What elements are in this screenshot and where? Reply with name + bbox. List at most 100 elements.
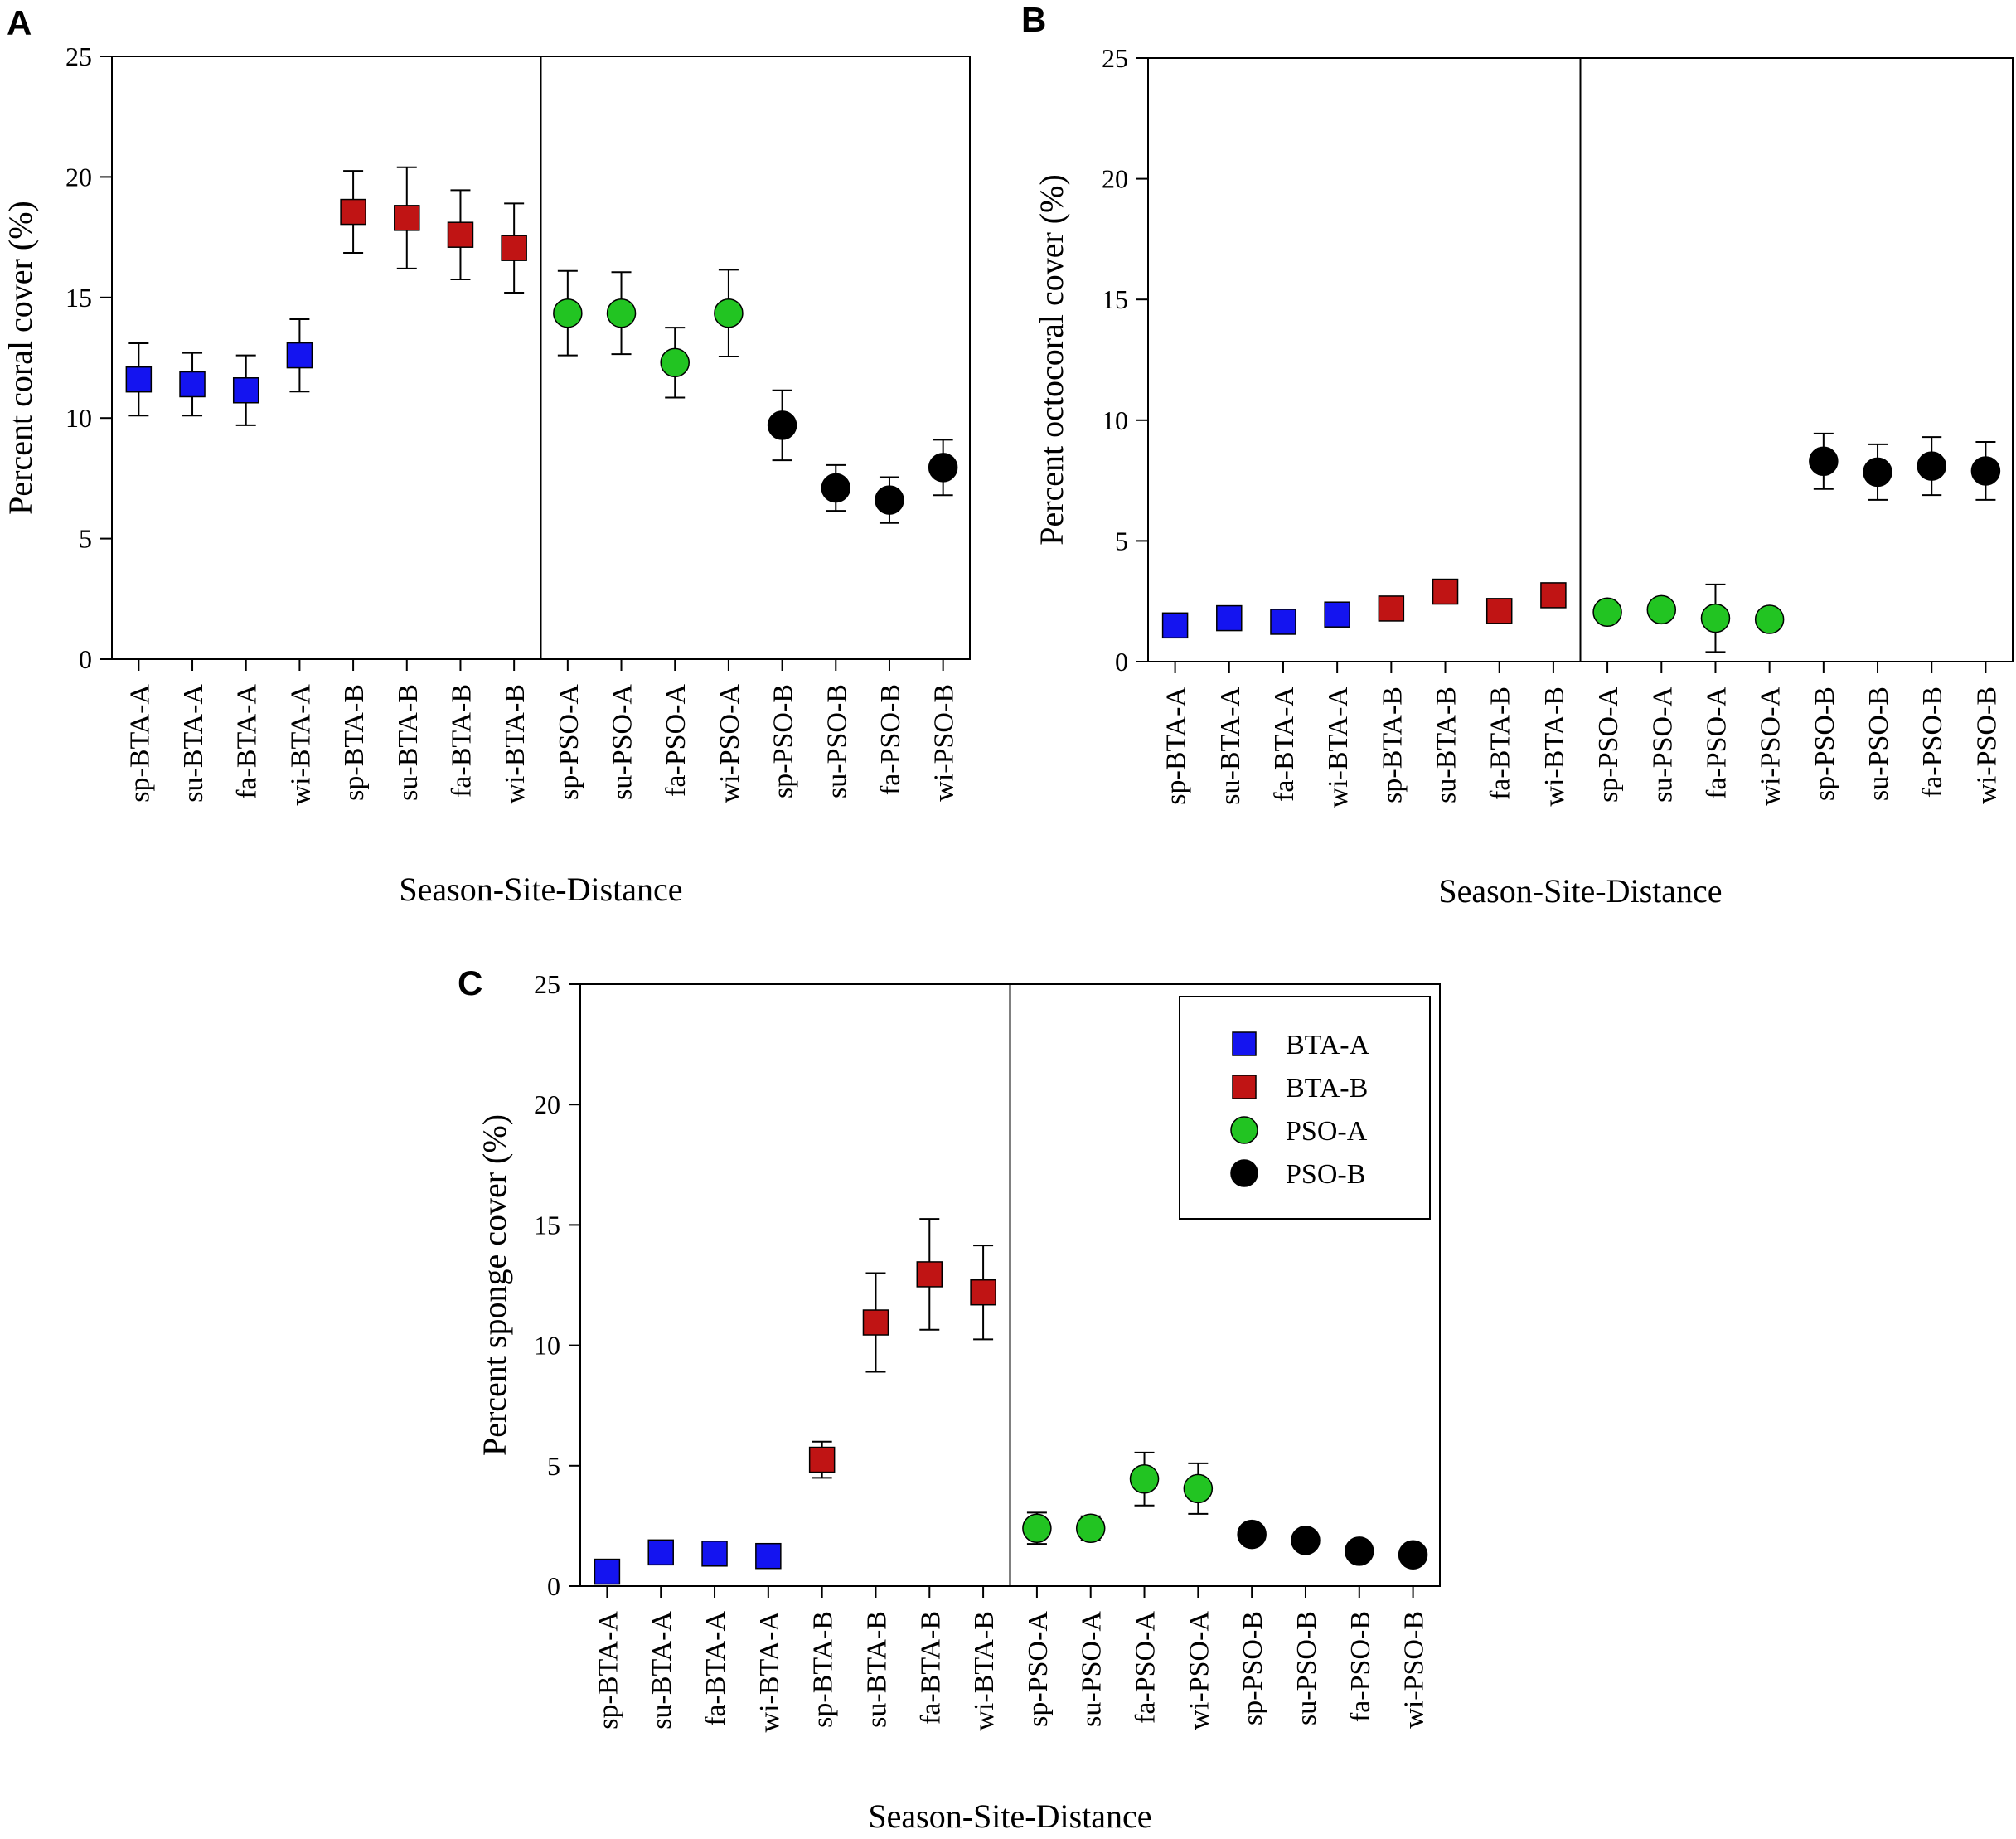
x-tick-label: wi-BTA-B: [1539, 687, 1570, 807]
x-tick-label: sp-PSO-A: [1593, 687, 1624, 803]
x-tick-label: fa-BTA-A: [1269, 687, 1300, 802]
data-point-fa-bta-a: [1270, 609, 1296, 635]
data-point-fa-bta-b: [916, 1261, 943, 1288]
x-tick-label: wi-PSO-A: [1184, 1611, 1214, 1730]
data-point-su-pso-a: [606, 298, 637, 328]
x-axis-title: Season-Site-Distance: [399, 871, 682, 908]
data-point-fa-pso-a: [1129, 1464, 1160, 1494]
data-point-su-pso-b: [1863, 457, 1892, 488]
data-point-fa-bta-b: [447, 221, 474, 248]
x-tick-label: wi-BTA-A: [754, 1611, 785, 1733]
x-tick-label: sp-PSO-B: [1810, 687, 1840, 801]
y-tick-label: 25: [1102, 43, 1128, 73]
data-point-sp-pso-b: [767, 410, 797, 440]
data-point-sp-pso-b: [1237, 1519, 1267, 1550]
x-tick-label: fa-BTA-B: [1485, 687, 1516, 800]
data-point-su-bta-a: [1216, 604, 1243, 632]
panel-a-coral-chart: 0 5 10 15 20 25 sp-BTA-A su-BTA-A fa-BTA-A wi-BTA…: [2, 41, 971, 908]
legend-label-bta-a: BTA-A: [1286, 1030, 1370, 1060]
legend-marker-pso-a: [1230, 1116, 1258, 1144]
x-tick-label: wi-BTA-B: [969, 1611, 1000, 1731]
data-point-wi-pso-a: [1183, 1473, 1214, 1504]
data-point-su-bta-b: [394, 205, 420, 231]
x-tick-label: fa-PSO-A: [661, 684, 691, 797]
y-tick-label: 15: [534, 1210, 560, 1240]
x-tick-label: fa-PSO-B: [1917, 687, 1948, 798]
data-point-wi-pso-b: [928, 453, 958, 483]
data-point-wi-bta-a: [1324, 601, 1350, 628]
x-axis-title: Season-Site-Distance: [868, 1798, 1151, 1835]
y-tick-label: 5: [79, 524, 92, 554]
y-tick-label: 20: [65, 162, 92, 192]
x-tick-label: wi-PSO-B: [929, 684, 960, 802]
legend-marker-pso-b: [1230, 1159, 1258, 1187]
y-tick-label: 10: [534, 1331, 560, 1361]
data-point-su-bta-a: [179, 371, 206, 398]
data-point-fa-bta-a: [701, 1541, 728, 1567]
y-tick-label: 10: [65, 403, 92, 433]
x-tick-label: fa-BTA-A: [700, 1611, 731, 1726]
x-tick-label: wi-PSO-A: [715, 684, 745, 803]
x-axis-title: Season-Site-Distance: [1438, 872, 1722, 910]
y-tick-label: 0: [79, 644, 92, 674]
y-tick-label: 0: [547, 1571, 560, 1601]
data-point-su-bta-b: [862, 1309, 889, 1336]
x-tick-label: su-BTA-A: [647, 1611, 677, 1730]
data-point-fa-pso-a: [660, 347, 690, 378]
x-tick-label: sp-PSO-B: [1238, 1611, 1268, 1725]
y-tick-label: 5: [1115, 526, 1128, 556]
data-point-su-pso-a: [1646, 594, 1677, 625]
x-tick-label: su-BTA-B: [1432, 687, 1462, 803]
x-tick-label: fa-PSO-B: [1345, 1611, 1376, 1722]
data-point-wi-bta-b: [970, 1279, 996, 1306]
data-point-wi-pso-a: [714, 298, 744, 328]
data-point-su-pso-b: [1291, 1526, 1321, 1555]
legend-box: [1179, 996, 1431, 1220]
data-point-fa-pso-a: [1700, 603, 1731, 633]
y-tick-label: 5: [547, 1451, 560, 1481]
data-point-fa-pso-b: [875, 485, 904, 515]
x-tick-label: sp-PSO-B: [768, 684, 799, 798]
x-tick-label: su-BTA-B: [393, 684, 424, 801]
y-tick-label: 20: [534, 1089, 560, 1119]
data-point-fa-pso-b: [1917, 451, 1946, 481]
x-tick-label: wi-BTA-A: [285, 684, 316, 806]
x-tick-label: sp-PSO-A: [554, 684, 584, 800]
y-axis-title: Percent coral cover (%): [2, 201, 39, 515]
data-point-su-pso-b: [821, 473, 851, 503]
data-point-sp-bta-b: [340, 198, 366, 226]
x-tick-label: su-PSO-A: [1647, 687, 1678, 803]
legend-label-pso-b: PSO-B: [1286, 1159, 1365, 1190]
y-tick-label: 15: [1102, 284, 1128, 314]
data-point-fa-bta-b: [1485, 598, 1513, 624]
x-tick-label: su-BTA-A: [1215, 687, 1246, 805]
data-point-sp-pso-a: [553, 298, 583, 328]
y-axis-title: Percent sponge cover (%): [476, 1114, 513, 1456]
x-tick-label: su-PSO-A: [1077, 1611, 1107, 1727]
y-tick-label: 25: [534, 969, 560, 999]
data-point-sp-bta-a: [594, 1558, 621, 1585]
y-tick-label: 15: [65, 283, 92, 313]
data-point-sp-pso-a: [1022, 1513, 1052, 1544]
x-tick-label: fa-PSO-A: [1131, 1611, 1161, 1724]
x-tick-label: su-PSO-B: [1292, 1611, 1322, 1725]
data-point-wi-bta-a: [286, 342, 313, 369]
y-tick-label: 25: [65, 41, 92, 71]
x-tick-label: wi-BTA-B: [500, 684, 531, 804]
data-point-wi-pso-a: [1754, 604, 1785, 634]
panel-letter-b: B: [1021, 0, 1046, 39]
x-tick-label: sp-BTA-B: [808, 1611, 839, 1728]
data-point-wi-pso-b: [1398, 1540, 1428, 1570]
x-tick-label: wi-BTA-A: [1323, 687, 1354, 808]
panel-c-sponge-chart: 0 5 10 15 20 25 sp-BTA-A su-BTA-A fa-BTA-A wi-BTA…: [476, 969, 1441, 1835]
x-tick-label: fa-BTA-B: [915, 1611, 946, 1725]
x-tick-label: fa-PSO-B: [875, 684, 906, 795]
data-point-sp-pso-a: [1592, 597, 1622, 628]
x-tick-label: su-PSO-A: [608, 684, 638, 800]
x-tick-label: sp-BTA-A: [593, 1611, 623, 1730]
x-tick-label: sp-BTA-B: [1377, 687, 1408, 803]
legend-label-bta-b: BTA-B: [1286, 1073, 1368, 1104]
data-point-wi-pso-b: [1970, 456, 2001, 486]
data-point-sp-pso-b: [1809, 446, 1839, 477]
x-tick-label: sp-BTA-A: [1161, 687, 1192, 805]
